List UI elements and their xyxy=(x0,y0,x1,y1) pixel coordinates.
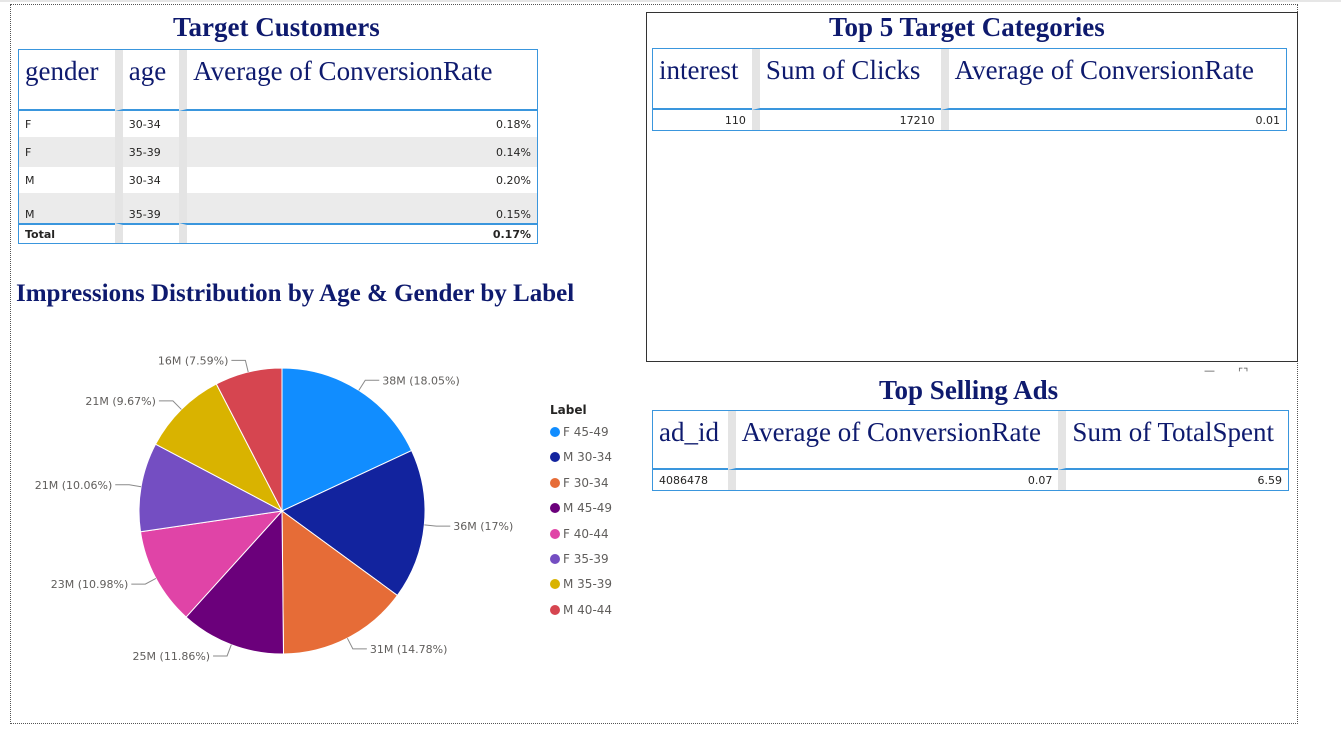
table-row[interactable]: F 35-39 0.14% xyxy=(19,137,537,167)
pie-slice-f-30-34[interactable] xyxy=(281,510,399,655)
cell-conversion: 0.01 xyxy=(940,110,1286,130)
top-border xyxy=(0,0,1341,2)
pie-leader-line xyxy=(115,484,142,488)
minimize-icon[interactable]: — xyxy=(1204,364,1215,377)
cell-conversion: 0.20% xyxy=(179,167,537,193)
top-categories-table[interactable]: interest Sum of Clicks Average of Conver… xyxy=(652,48,1287,131)
pie-data-label: 36M (17%) xyxy=(453,520,513,533)
legend-item-m-30-34[interactable]: M 30-34 xyxy=(550,450,612,464)
legend-label: M 35-39 xyxy=(563,577,613,592)
cell-age: 35-39 xyxy=(114,193,180,223)
cell-age: 35-39 xyxy=(114,137,180,167)
pie-leader-line xyxy=(158,400,182,410)
pie-leader-line xyxy=(346,637,367,650)
cell-clicks: 17210 xyxy=(751,110,941,130)
legend-item-m-40-44[interactable]: M 40-44 xyxy=(550,603,612,617)
pie-leader-line xyxy=(358,379,380,391)
header-sum-clicks[interactable]: Sum of Clicks xyxy=(751,49,941,110)
cell-age: 30-34 xyxy=(114,167,179,193)
cell-gender: M xyxy=(19,193,115,223)
pie-leader-line xyxy=(131,577,157,585)
cell-ad-id: 4086478 xyxy=(659,473,708,487)
legend-item-f-30-34[interactable]: F 30-34 xyxy=(550,476,609,490)
cell-age: 30-34 xyxy=(114,111,179,137)
top-ads-title: Top Selling Ads xyxy=(879,375,1059,405)
legend-title: Label xyxy=(550,403,587,417)
legend-dot-icon xyxy=(550,477,560,488)
total-label: Total xyxy=(19,223,115,243)
table-row[interactable]: 110 17210 0.01 xyxy=(653,110,1286,130)
total-row: Total 0.17% xyxy=(19,223,537,243)
cell-spent: 6.59 xyxy=(1058,470,1288,490)
legend-label: M 45-49 xyxy=(563,501,613,516)
pie-data-label: 25M (11.86%) xyxy=(133,650,211,663)
pie-leader-line xyxy=(424,524,451,527)
legend-item-f-40-44[interactable]: F 40-44 xyxy=(550,527,609,541)
header-sum-spent[interactable]: Sum of TotalSpent xyxy=(1058,411,1288,470)
table-row[interactable]: M 30-34 0.20% xyxy=(19,167,537,193)
cell-gender: F xyxy=(19,137,115,167)
cell-gender: M xyxy=(25,173,35,187)
header-interest[interactable]: interest xyxy=(653,49,752,110)
legend-label: M 40-44 xyxy=(563,602,613,617)
top-categories-title: Top 5 Target Categories xyxy=(829,12,1105,42)
header-gender[interactable]: gender xyxy=(19,50,115,111)
header-ad-id[interactable]: ad_id xyxy=(653,411,728,470)
legend-dot-icon xyxy=(550,604,560,615)
pie-slice-f-45-49[interactable] xyxy=(281,367,413,512)
pie-chart-title: Impressions Distribution by Age & Gender… xyxy=(16,280,575,307)
pie-slice-m-45-49[interactable] xyxy=(185,509,284,655)
pie-leader-line xyxy=(231,359,249,373)
legend-dot-icon xyxy=(550,528,560,539)
pie-data-label: 16M (7.59%) xyxy=(158,354,229,367)
legend-dot-icon xyxy=(550,503,560,514)
target-customers-title: Target Customers xyxy=(173,12,380,42)
table-row[interactable]: 4086478 0.07 6.59 xyxy=(653,470,1288,490)
header-avg-conversion[interactable]: Average of ConversionRate xyxy=(727,411,1059,470)
legend-dot-icon xyxy=(550,554,560,564)
legend-label: M 30-34 xyxy=(563,450,613,465)
header-age[interactable]: age xyxy=(114,50,180,111)
cell-gender: F xyxy=(25,117,32,131)
focus-mode-icon[interactable]: ⌜⌝ xyxy=(1238,366,1249,379)
legend-item-f-35-39[interactable]: F 35-39 xyxy=(550,552,609,566)
legend-item-m-35-39[interactable]: M 35-39 xyxy=(550,577,612,591)
pie-leader-line xyxy=(213,644,232,657)
legend-label: F 40-44 xyxy=(563,526,609,541)
header-avg-conversion[interactable]: Average of ConversionRate xyxy=(940,49,1286,110)
legend-dot-icon xyxy=(550,579,560,590)
cell-interest: 110 xyxy=(724,113,746,127)
pie-data-label: 21M (9.67%) xyxy=(85,395,156,408)
cell-conversion: 0.07 xyxy=(727,470,1059,490)
pie-data-label: 23M (10.98%) xyxy=(51,578,129,591)
total-empty xyxy=(114,223,180,243)
top-categories-frame xyxy=(646,12,1298,362)
legend-item-m-45-49[interactable]: M 45-49 xyxy=(550,501,612,515)
legend-label: F 30-34 xyxy=(563,475,609,490)
table-row[interactable]: F 30-34 0.18% xyxy=(19,111,537,137)
target-customers-table[interactable]: gender age Average of ConversionRate F 3… xyxy=(18,49,538,244)
pie-chart[interactable]: 38M (18.05%) 36M (17%) 31M (14.78%) 25M (11… xyxy=(0,330,640,720)
pie-data-label: 31M (14.78%) xyxy=(370,643,448,656)
pie-slice-m-35-39[interactable] xyxy=(154,383,284,513)
pie-data-label: 21M (10.06%) xyxy=(35,479,113,492)
header-avg-conversion[interactable]: Average of ConversionRate xyxy=(179,50,537,111)
total-value: 0.17% xyxy=(179,223,537,243)
pie-data-label: 38M (18.05%) xyxy=(382,374,460,387)
table-row[interactable]: M 35-39 0.15% xyxy=(19,193,537,223)
legend-label: F 35-39 xyxy=(563,552,609,566)
legend-dot-icon xyxy=(550,452,560,463)
legend-item-f-45-49[interactable]: F 45-49 xyxy=(550,425,609,439)
top-ads-table[interactable]: ad_id Average of ConversionRate Sum of T… xyxy=(652,410,1289,491)
cell-conversion: 0.14% xyxy=(179,137,537,167)
legend-dot-icon xyxy=(550,427,560,437)
cell-conversion: 0.15% xyxy=(179,193,537,223)
legend-label: F 45-49 xyxy=(563,425,609,439)
report-canvas xyxy=(10,4,1298,724)
cell-conversion: 0.18% xyxy=(179,111,537,137)
pie-slice-m-40-44[interactable] xyxy=(215,367,283,512)
